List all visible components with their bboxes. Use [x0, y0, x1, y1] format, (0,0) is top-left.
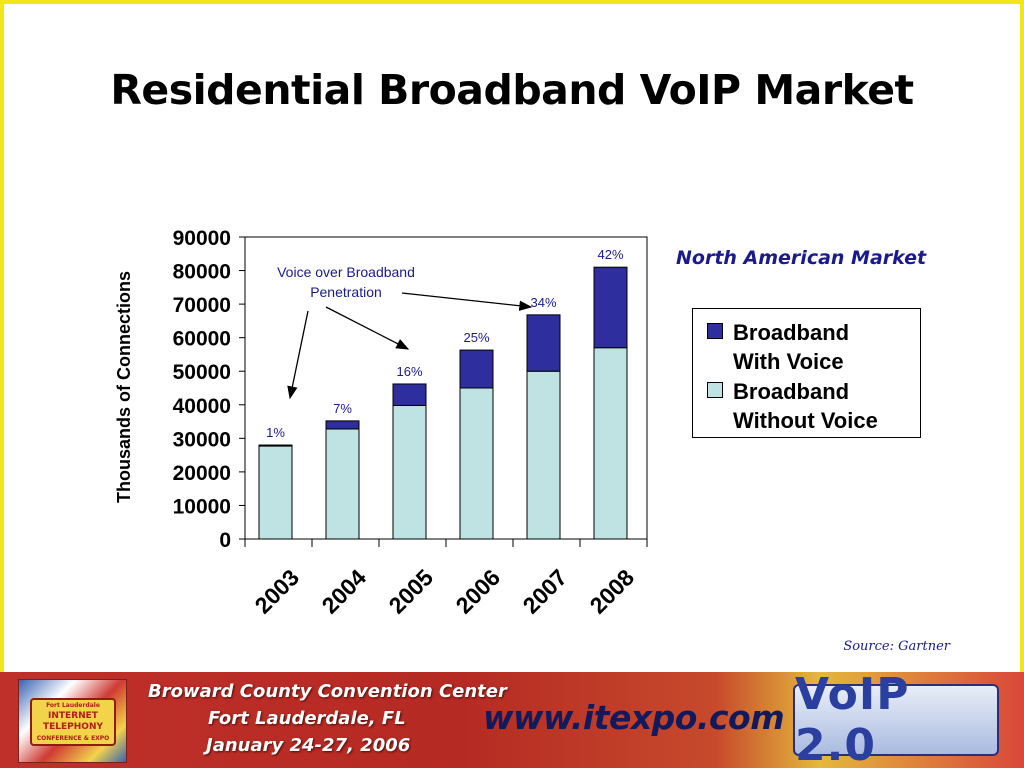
bar-without-voice [459, 387, 494, 540]
logo-text: TELEPHONY [43, 722, 103, 732]
bar-with-voice [459, 349, 494, 389]
y-tick-label: 60000 [173, 328, 231, 351]
stacked-bar-chart: 0 10000 20000 30000 40000 50000 60000 70000 8000… [114, 227, 648, 619]
annotation-arrow [401, 292, 533, 311]
bar-without-voice [526, 370, 561, 540]
voip-badge: VoIP 2.0 [793, 669, 999, 771]
y-tick-label: 20000 [173, 462, 231, 485]
bar-with-voice [593, 266, 628, 349]
bar-without-voice [325, 428, 360, 540]
voip-badge-text: VoIP 2.0 [795, 669, 910, 771]
legend-label-without-voice: Broadband Without Voice [733, 377, 923, 435]
logo-text: Fort Lauderdale [46, 702, 100, 709]
market-label: North American Market [676, 247, 927, 269]
data-label: 34% [530, 295, 556, 310]
x-tick-label: 2008 [585, 564, 640, 619]
legend-label-line: Broadband [733, 320, 850, 345]
data-label: 16% [396, 364, 422, 379]
annotation-line-2: Penetration [310, 284, 382, 300]
x-tick-label: 2007 [518, 564, 573, 619]
bar-without-voice [392, 404, 427, 540]
legend-item-without-voice: Broadband Without Voice [707, 377, 923, 435]
y-tick-label: 0 [219, 529, 231, 552]
legend-label-line: With Voice [733, 349, 844, 374]
y-tick-label: 10000 [173, 495, 231, 518]
data-label: 7% [333, 401, 352, 416]
x-tick-label: 2005 [384, 564, 439, 619]
y-tick-label: 40000 [173, 395, 231, 418]
bar-with-voice [258, 444, 293, 447]
y-tick-label: 80000 [173, 261, 231, 284]
bar-without-voice [258, 445, 293, 540]
itexpo-logo: Fort Lauderdale INTERNET TELEPHONY CONFE… [30, 698, 116, 746]
data-label: 1% [266, 425, 285, 440]
data-label: 25% [463, 330, 489, 345]
footer-venue: Broward County Convention Center [148, 681, 507, 702]
footer-dates: January 24-27, 2006 [206, 735, 411, 756]
y-tick-label: 30000 [173, 428, 231, 451]
logo-text: INTERNET [48, 711, 98, 721]
y-axis-label: Thousands of Connections [114, 271, 134, 503]
footer-city: Fort Lauderdale, FL [208, 708, 406, 729]
bar-with-voice [526, 314, 561, 372]
legend-swatch-without-voice [707, 382, 723, 398]
footer-banner: Fort Lauderdale INTERNET TELEPHONY CONFE… [0, 672, 1024, 768]
source-note: Source: Gartner [843, 639, 950, 654]
bar-with-voice [325, 420, 360, 430]
x-tick-label: 2006 [451, 564, 506, 619]
legend-item-with-voice: Broadband With Voice [707, 318, 923, 376]
annotation-arrow [287, 310, 309, 400]
legend-swatch-with-voice [707, 323, 723, 339]
logo-text: CONFERENCE & EXPO [36, 735, 110, 742]
chart-legend: Broadband With Voice Broadband Without V… [692, 308, 921, 438]
x-tick-label: 2003 [250, 564, 305, 619]
y-tick-label: 70000 [173, 294, 231, 317]
annotation: Voice over Broadband Penetration [277, 264, 415, 300]
legend-label-line: Broadband [733, 379, 850, 404]
bar-with-voice [392, 383, 427, 406]
x-tick-label: 2004 [317, 564, 372, 619]
slide-title: Residential Broadband VoIP Market [110, 66, 914, 114]
legend-label-line: Without Voice [733, 408, 878, 433]
bar-without-voice [593, 347, 628, 540]
annotation-line-1: Voice over Broadband [277, 264, 415, 280]
plot-area: 0 10000 20000 30000 40000 50000 60000 70000 8000… [173, 227, 648, 619]
y-tick-label: 90000 [173, 227, 231, 250]
y-tick-label: 50000 [173, 361, 231, 384]
annotation-arrow [325, 306, 410, 350]
footer-url-link[interactable]: www.itexpo.com [483, 698, 785, 737]
legend-label-with-voice: Broadband With Voice [733, 318, 923, 376]
data-label: 42% [597, 247, 623, 262]
plot-frame [244, 236, 648, 540]
